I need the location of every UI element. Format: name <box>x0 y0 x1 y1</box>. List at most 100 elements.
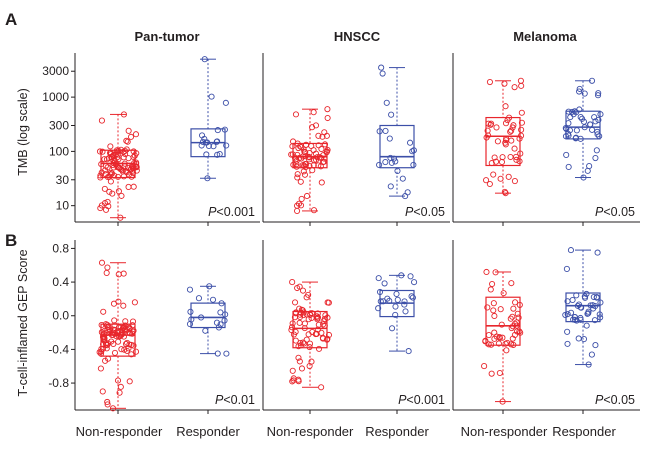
data-point <box>502 103 509 110</box>
data-point <box>407 273 414 280</box>
data-point <box>518 82 525 89</box>
data-point <box>315 132 322 139</box>
data-point <box>320 321 327 328</box>
data-point <box>407 139 414 146</box>
data-point <box>591 114 598 121</box>
data-point <box>491 312 498 320</box>
data-point <box>580 174 587 181</box>
data-point <box>498 321 505 328</box>
data-point <box>324 335 331 342</box>
data-point <box>497 175 504 182</box>
data-point <box>299 287 307 294</box>
data-point <box>117 324 124 331</box>
data-point <box>303 336 310 343</box>
data-point <box>499 398 506 405</box>
data-point <box>132 348 140 355</box>
data-point <box>128 351 135 358</box>
data-point <box>313 313 320 320</box>
data-point <box>509 313 516 320</box>
data-point <box>595 90 602 97</box>
data-point <box>203 151 210 158</box>
data-point <box>206 283 213 290</box>
data-point <box>581 293 588 300</box>
data-point <box>511 177 518 185</box>
data-point <box>290 161 297 168</box>
data-point <box>594 131 601 138</box>
data-point <box>583 322 590 329</box>
data-point <box>117 214 124 221</box>
data-point <box>574 302 581 309</box>
iqr-box <box>379 124 415 169</box>
data-point <box>101 185 108 192</box>
data-point <box>205 142 212 150</box>
data-point <box>564 328 571 335</box>
data-point <box>97 172 104 179</box>
data-point <box>113 333 120 340</box>
boxplot-a-hnscc-responder <box>376 64 417 200</box>
data-point <box>131 152 138 159</box>
data-point <box>208 93 215 100</box>
data-point <box>120 111 127 118</box>
data-point <box>562 311 569 318</box>
data-point <box>214 138 221 145</box>
data-point <box>409 294 416 301</box>
data-point <box>508 137 515 144</box>
data-point <box>98 259 106 266</box>
data-point <box>298 195 305 202</box>
data-point <box>516 135 523 142</box>
data-point <box>312 150 320 157</box>
panel-title-hnscc: HNSCC <box>334 29 381 44</box>
data-point <box>106 328 113 336</box>
data-point <box>299 162 306 169</box>
data-point <box>386 297 393 304</box>
data-point <box>390 155 398 162</box>
data-point <box>125 183 132 191</box>
data-point <box>569 296 576 304</box>
boxplot-b-pan-tumor-non-responder <box>96 259 140 412</box>
data-point <box>126 378 133 385</box>
data-point <box>499 334 506 341</box>
data-point <box>111 349 119 356</box>
data-point <box>487 121 494 128</box>
boxplot-b-pan-tumor-responder <box>186 283 230 357</box>
data-point <box>122 340 130 348</box>
data-point <box>513 156 520 163</box>
data-point <box>117 146 125 153</box>
data-point <box>392 158 399 165</box>
data-point <box>377 298 384 305</box>
data-point <box>595 116 602 123</box>
data-point <box>597 111 604 118</box>
x-label-hnscc-responder: Responder <box>365 424 429 439</box>
data-point <box>121 346 128 353</box>
data-point <box>376 128 383 135</box>
data-point <box>517 329 524 336</box>
data-point <box>411 279 418 286</box>
data-point <box>111 317 118 324</box>
data-point <box>100 331 107 338</box>
data-point <box>130 342 137 349</box>
data-point <box>401 301 408 308</box>
data-point <box>495 340 502 347</box>
panel-title-pan-tumor: Pan-tumor <box>135 29 200 44</box>
data-point <box>302 141 310 148</box>
data-point <box>509 323 516 330</box>
data-point <box>289 320 296 327</box>
data-point <box>388 325 396 332</box>
data-point <box>388 111 395 118</box>
data-point <box>204 175 211 182</box>
data-point <box>577 314 584 322</box>
data-point <box>112 161 119 168</box>
data-point <box>99 148 106 155</box>
data-point <box>510 122 517 129</box>
data-point <box>133 167 140 174</box>
data-point <box>289 279 296 286</box>
boxplot-a-melanoma-non-responder <box>483 77 525 197</box>
data-point <box>289 143 296 150</box>
data-point <box>96 148 104 155</box>
data-point <box>489 280 496 288</box>
data-point <box>491 154 498 161</box>
data-point <box>392 311 399 318</box>
data-point <box>296 311 304 318</box>
data-point <box>115 271 122 278</box>
data-point <box>392 303 399 310</box>
